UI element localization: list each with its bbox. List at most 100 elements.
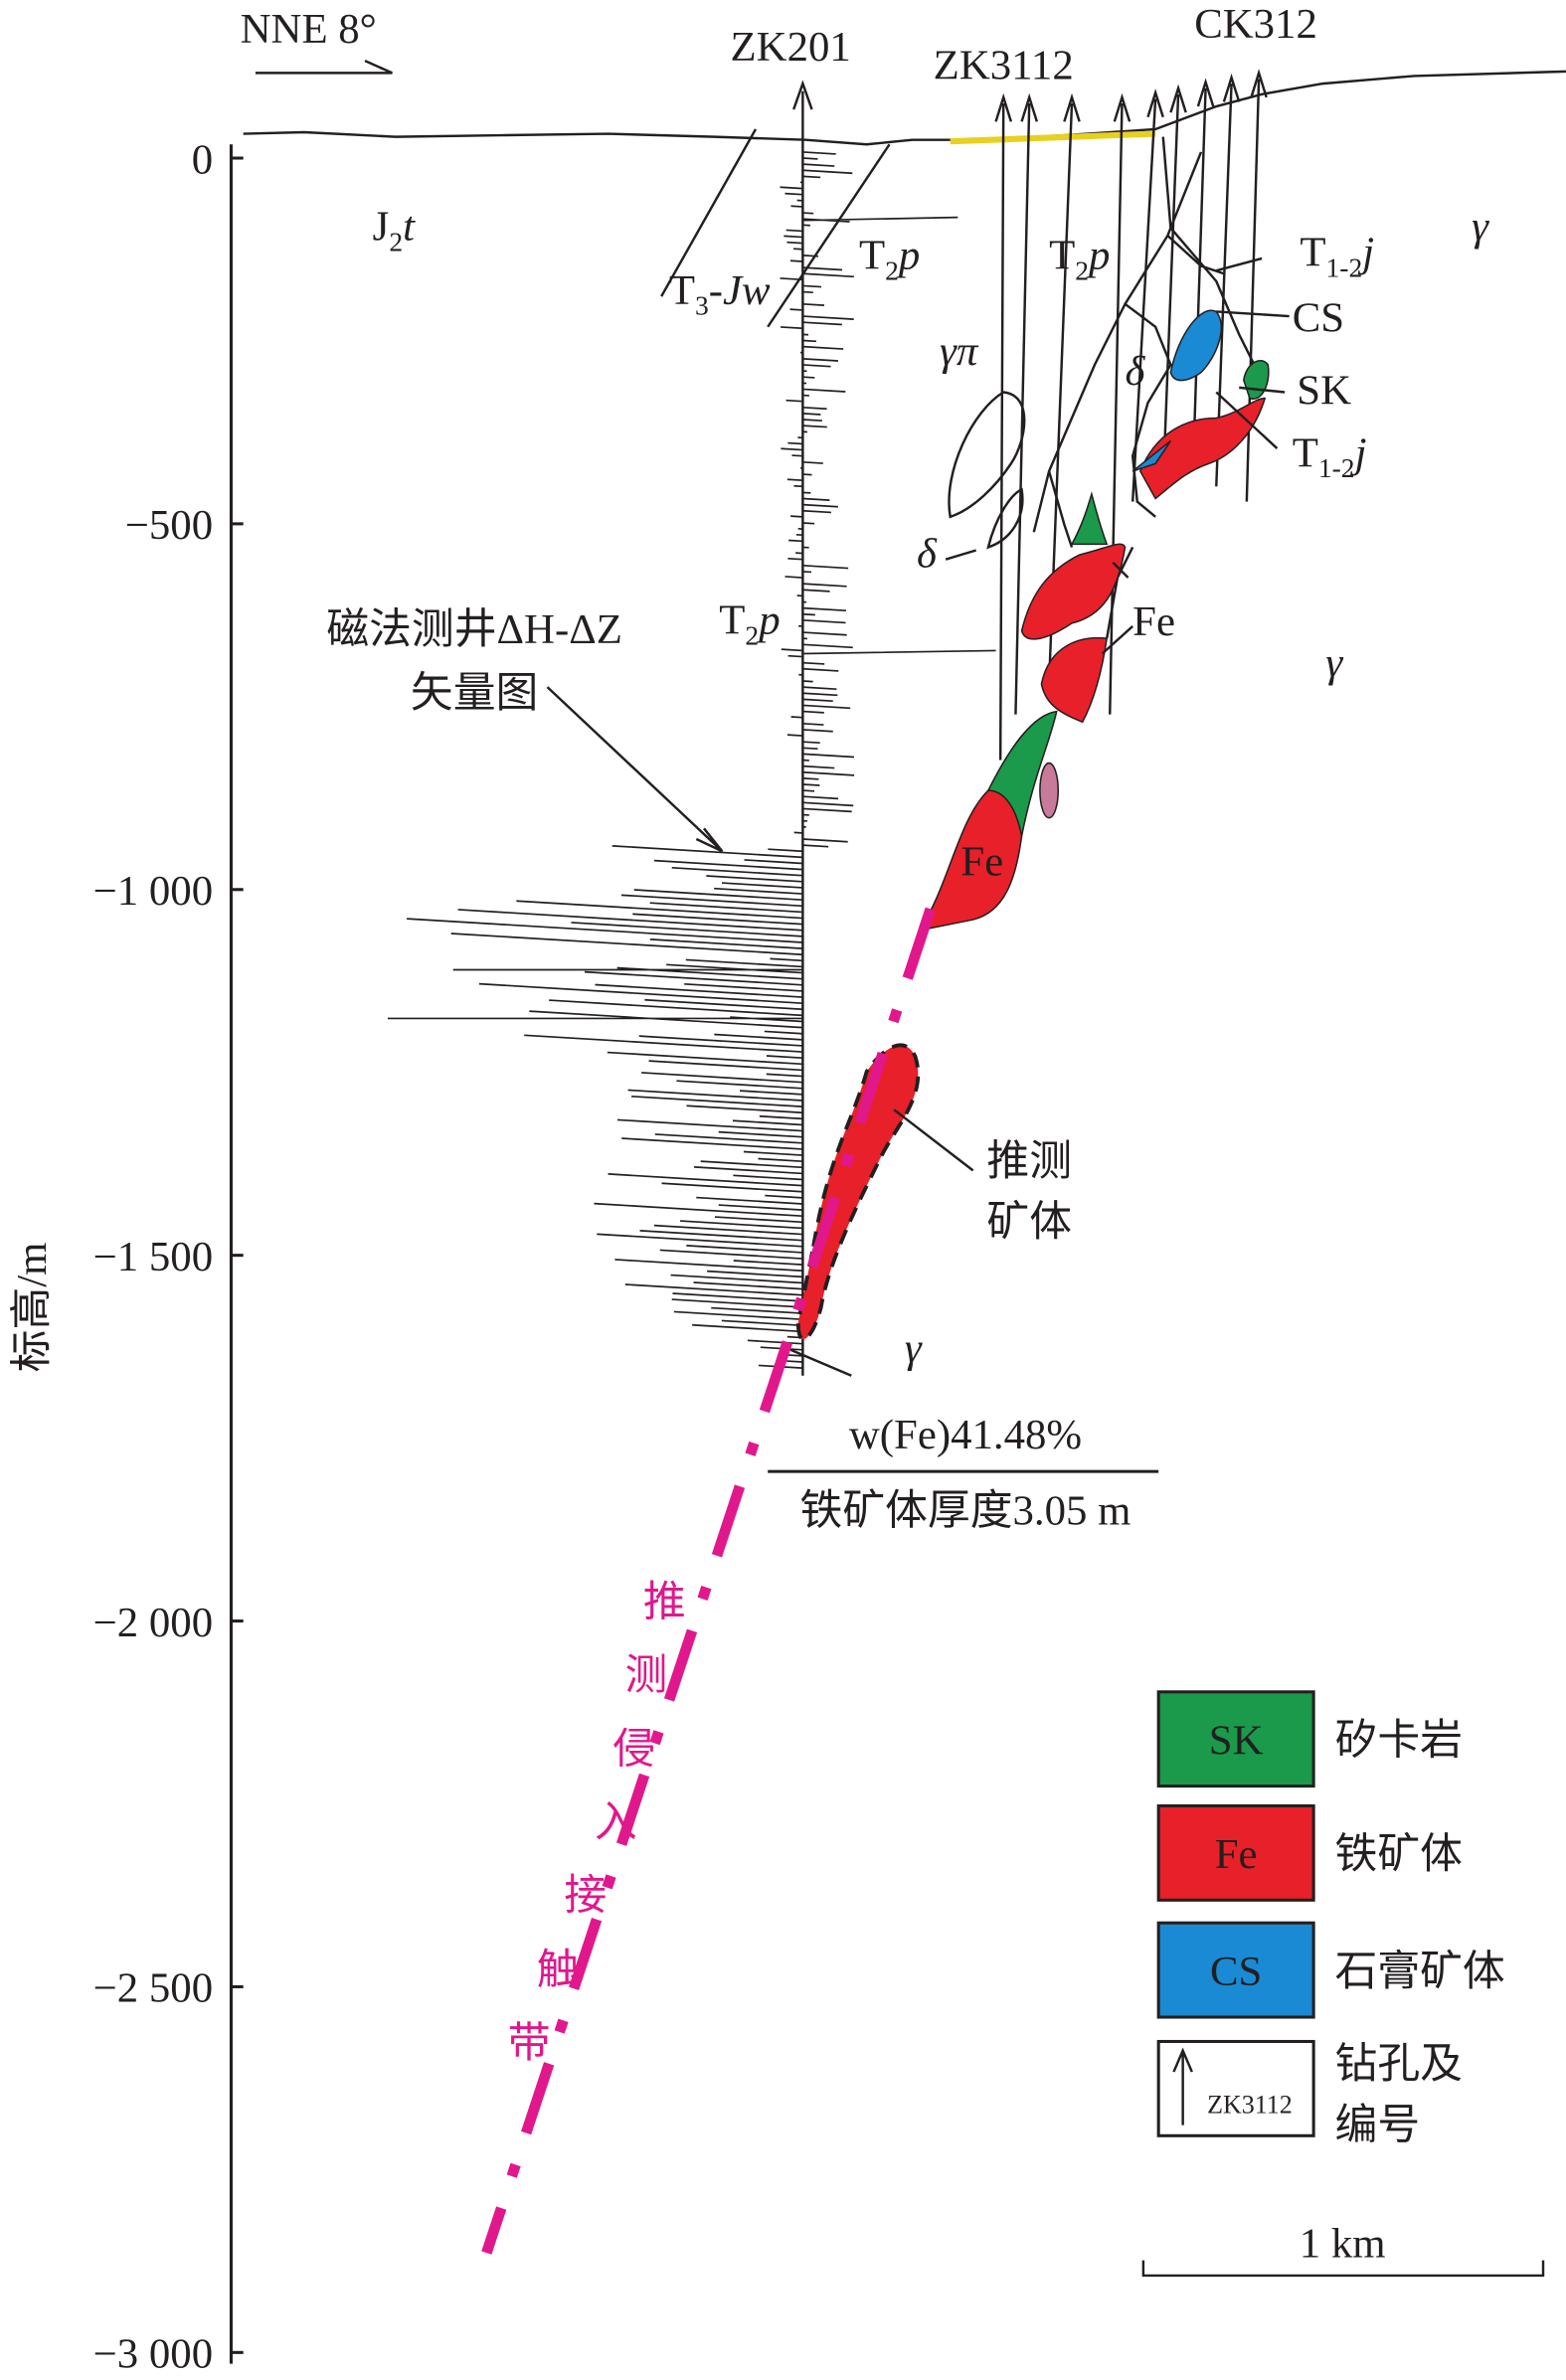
legend-label: 石膏矿体 bbox=[1335, 1948, 1505, 1995]
legend-swatch bbox=[1156, 1921, 1315, 2019]
formation-rest: -Jw bbox=[709, 267, 771, 314]
tick-label: −2 000 bbox=[93, 1600, 213, 1646]
gypsum-body bbox=[1131, 439, 1172, 472]
sample-grade: w(Fe)41.48% bbox=[849, 1412, 1082, 1458]
y-axis-label: 标高/m bbox=[9, 1243, 56, 1373]
formation-base: T bbox=[859, 233, 885, 279]
tick-label: −3 000 bbox=[93, 2331, 213, 2378]
skarn-body bbox=[1243, 360, 1270, 400]
legend-label: 矽卡岩 bbox=[1335, 1717, 1463, 1764]
ore-label: Fe bbox=[960, 839, 1003, 886]
vector-lines bbox=[387, 151, 996, 1369]
rock-label: γπ bbox=[940, 328, 979, 375]
contact-label: 接 bbox=[564, 1872, 607, 1919]
formation-sub: 2 bbox=[1075, 255, 1089, 285]
formation-rest: t bbox=[403, 204, 416, 251]
inferred-ore-body bbox=[795, 1043, 921, 1341]
formation-sub: 2 bbox=[745, 619, 759, 650]
formation-rest: p bbox=[896, 233, 920, 279]
legend-code: Fe bbox=[1215, 1831, 1258, 1878]
tick-label: −2 500 bbox=[93, 1965, 213, 2012]
ore-body bbox=[1138, 397, 1267, 500]
legend-swatch bbox=[1156, 1803, 1315, 1902]
rock-label: δ bbox=[1126, 348, 1146, 395]
formation-rest: p bbox=[756, 597, 780, 644]
tick-label: −1 000 bbox=[93, 868, 213, 915]
skarn-body bbox=[986, 710, 1058, 837]
legend-label: 铁矿体 bbox=[1335, 1831, 1463, 1878]
legend-code: ZK3112 bbox=[1207, 2090, 1293, 2119]
formation-label: T2p bbox=[719, 597, 780, 651]
formation-label: J2t bbox=[373, 204, 416, 257]
formation-label: T3-Jw bbox=[669, 267, 771, 321]
formation-rest: j bbox=[1350, 429, 1367, 476]
formation-base: T bbox=[1293, 429, 1318, 476]
contact-label: 侵 bbox=[612, 1727, 655, 1774]
skarn-body bbox=[1070, 491, 1109, 546]
contact-label: 触 bbox=[537, 1947, 580, 1993]
scale-bar bbox=[1141, 2260, 1545, 2278]
formation-sub: 1-2 bbox=[1318, 452, 1355, 483]
minor-body bbox=[1039, 762, 1060, 819]
ore-body bbox=[1040, 636, 1109, 724]
tick-label: −1 500 bbox=[93, 1234, 213, 1280]
ore-label: Fe bbox=[1132, 598, 1175, 645]
legend-label: 钻孔及 bbox=[1335, 2041, 1463, 2088]
contact-label: 推 bbox=[643, 1579, 686, 1625]
contact-label: 测 bbox=[624, 1652, 667, 1699]
gypsum-body bbox=[1169, 309, 1222, 382]
formation-sub: 1-2 bbox=[1326, 252, 1363, 282]
rock-label: δ bbox=[917, 530, 938, 577]
inferred-contact bbox=[481, 907, 936, 2255]
formation-label: T2p bbox=[859, 233, 920, 286]
annotation: 矿体 bbox=[986, 1199, 1072, 1246]
terrain bbox=[243, 70, 1566, 146]
tick-label: 0 bbox=[192, 136, 213, 183]
scale-label: 1 km bbox=[1300, 2221, 1386, 2268]
magnetic-vectors bbox=[387, 151, 996, 1369]
orientation-arrow bbox=[255, 60, 394, 75]
formation-sub: 2 bbox=[885, 255, 899, 285]
orientation: NNE 8° bbox=[241, 6, 377, 53]
tick-label: −500 bbox=[125, 502, 213, 549]
formation-label: T1-2j bbox=[1293, 429, 1367, 483]
legend-swatch bbox=[1156, 1690, 1315, 1788]
sample-thickness: 铁矿体厚度3.05 m bbox=[800, 1488, 1131, 1535]
formation-base: J bbox=[373, 204, 390, 251]
formation-rest: j bbox=[1357, 230, 1374, 276]
ore-label: CS bbox=[1293, 294, 1344, 341]
legend-code: CS bbox=[1210, 1949, 1262, 1995]
rock-label: γ bbox=[1472, 204, 1489, 251]
ore-body bbox=[1020, 543, 1127, 640]
rock-label: γ bbox=[905, 1325, 923, 1372]
hole-label: CK312 bbox=[1194, 1, 1317, 48]
formation-sub: 3 bbox=[695, 290, 709, 321]
formation-base: T bbox=[719, 597, 745, 644]
ore-label: SK bbox=[1297, 368, 1351, 415]
contacts bbox=[660, 128, 1256, 639]
hole-label: ZK3112 bbox=[934, 43, 1074, 89]
legend-label: 编号 bbox=[1335, 2102, 1421, 2148]
surface-band bbox=[950, 130, 1156, 145]
hole-label: ZK201 bbox=[731, 24, 851, 71]
formation-base: T bbox=[669, 267, 695, 314]
contact-label: 带 bbox=[508, 2020, 551, 2067]
drill-holes bbox=[792, 69, 1268, 1376]
formation-rest: p bbox=[1086, 233, 1110, 279]
rock-label: γ bbox=[1325, 639, 1343, 686]
formation-base: T bbox=[1049, 233, 1075, 279]
annotation: 矢量图 bbox=[411, 670, 538, 717]
legend-arrow bbox=[1172, 2047, 1193, 2125]
legend-code: SK bbox=[1209, 1717, 1264, 1764]
annotation: 推测 bbox=[986, 1138, 1072, 1185]
contact-label: 入 bbox=[595, 1799, 637, 1846]
formation-label: T1-2j bbox=[1300, 230, 1374, 283]
annotation: 磁法测井ΔH-ΔZ bbox=[326, 606, 622, 653]
leader-lines bbox=[546, 256, 1290, 1377]
formation-sub: 2 bbox=[389, 226, 403, 256]
formation-base: T bbox=[1300, 230, 1325, 276]
formation-label: T2p bbox=[1049, 233, 1110, 286]
